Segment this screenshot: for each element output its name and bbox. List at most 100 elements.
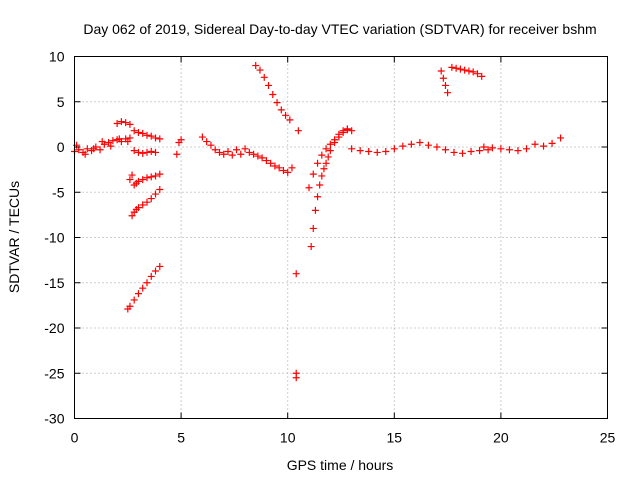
y-tick-label: 0	[57, 139, 65, 155]
data-point	[147, 132, 155, 140]
data-point	[156, 170, 164, 178]
data-point	[399, 142, 407, 150]
axis-ticks: 0 5 10 15 20 25 10 5 0 -5 -10 -15 -20 -25 -30	[44, 49, 615, 446]
data-point	[326, 147, 334, 155]
data-point	[331, 136, 339, 144]
series-arc-2.5h-mid	[130, 147, 160, 157]
data-point	[245, 148, 253, 156]
data-point	[173, 150, 181, 158]
plot-frame	[74, 56, 608, 419]
data-point	[130, 127, 138, 135]
data-point	[139, 201, 147, 209]
data-point	[156, 186, 164, 194]
data-point	[134, 290, 142, 298]
data-point	[81, 150, 89, 158]
y-tick-label: -10	[44, 230, 64, 246]
data-point	[139, 149, 147, 157]
data-point	[441, 146, 449, 154]
data-point	[480, 143, 488, 151]
data-point	[382, 148, 390, 156]
grid	[74, 56, 608, 419]
data-point	[267, 159, 275, 167]
data-point	[305, 184, 313, 192]
x-tick-label: 10	[280, 430, 296, 446]
series-arc-11-12h-recovery	[307, 126, 351, 251]
data-point	[126, 302, 134, 310]
data-point	[488, 144, 496, 152]
data-point	[316, 181, 324, 189]
data-point	[476, 147, 484, 155]
data-point	[156, 262, 164, 270]
y-tick-label: -5	[52, 184, 65, 200]
data-point	[416, 138, 424, 146]
data-point	[433, 143, 441, 151]
series-cluster-early	[71, 134, 134, 158]
data-point	[473, 70, 481, 78]
data-point	[115, 135, 123, 143]
data-point	[286, 116, 294, 124]
data-point	[220, 150, 228, 158]
series-arc-9h-descent	[252, 62, 294, 124]
y-tick-label: -15	[44, 275, 64, 291]
data-point	[309, 224, 317, 232]
data-point	[258, 154, 266, 162]
data-point	[256, 66, 264, 74]
data-point	[469, 68, 477, 76]
data-point	[147, 173, 155, 181]
data-point	[156, 135, 164, 143]
data-point	[152, 134, 160, 142]
data-points	[71, 62, 565, 382]
x-axis-label: GPS time / hours	[287, 457, 394, 473]
data-point	[147, 195, 155, 203]
data-point	[203, 138, 211, 146]
data-point	[441, 81, 449, 89]
y-axis-label: SDTVAR / TECUs	[6, 181, 22, 293]
chart-title: Day 062 of 2019, Sidereal Day-to-day VTE…	[83, 21, 596, 37]
data-point	[320, 165, 328, 173]
data-point	[207, 141, 215, 149]
data-point	[152, 172, 160, 180]
data-point	[335, 130, 343, 138]
data-point	[241, 145, 249, 153]
data-point	[152, 190, 160, 198]
data-point	[294, 127, 302, 135]
data-point	[365, 148, 373, 156]
data-point	[437, 67, 445, 75]
data-point	[522, 145, 530, 153]
data-point	[128, 171, 136, 179]
data-point	[250, 150, 258, 158]
data-point	[514, 147, 522, 155]
data-point	[343, 125, 351, 133]
data-point	[139, 176, 147, 184]
data-point	[152, 148, 160, 156]
data-point	[122, 119, 130, 127]
data-point	[467, 148, 475, 156]
data-point	[96, 146, 104, 154]
data-point	[348, 127, 356, 135]
data-point	[90, 145, 98, 153]
data-point	[309, 170, 317, 178]
data-point	[105, 138, 113, 146]
data-point	[215, 148, 223, 156]
data-point	[233, 146, 241, 154]
data-point	[478, 72, 486, 80]
data-point	[143, 148, 151, 156]
data-point	[128, 212, 136, 220]
data-point	[314, 193, 322, 201]
y-tick-label: -20	[44, 320, 64, 336]
data-point	[326, 140, 334, 148]
data-point	[275, 164, 283, 172]
data-point	[237, 150, 245, 158]
data-point	[134, 204, 142, 212]
data-point	[139, 284, 147, 292]
data-point	[292, 270, 300, 278]
data-point	[279, 167, 287, 175]
data-point	[143, 131, 151, 139]
data-point	[265, 81, 273, 89]
series-arc-19-23h	[480, 134, 565, 155]
data-point	[130, 147, 138, 155]
data-point	[228, 151, 236, 159]
series-arc-11-13h-upper	[305, 125, 356, 192]
data-point	[134, 148, 142, 156]
series-arc-2.5h-deep	[124, 262, 164, 313]
